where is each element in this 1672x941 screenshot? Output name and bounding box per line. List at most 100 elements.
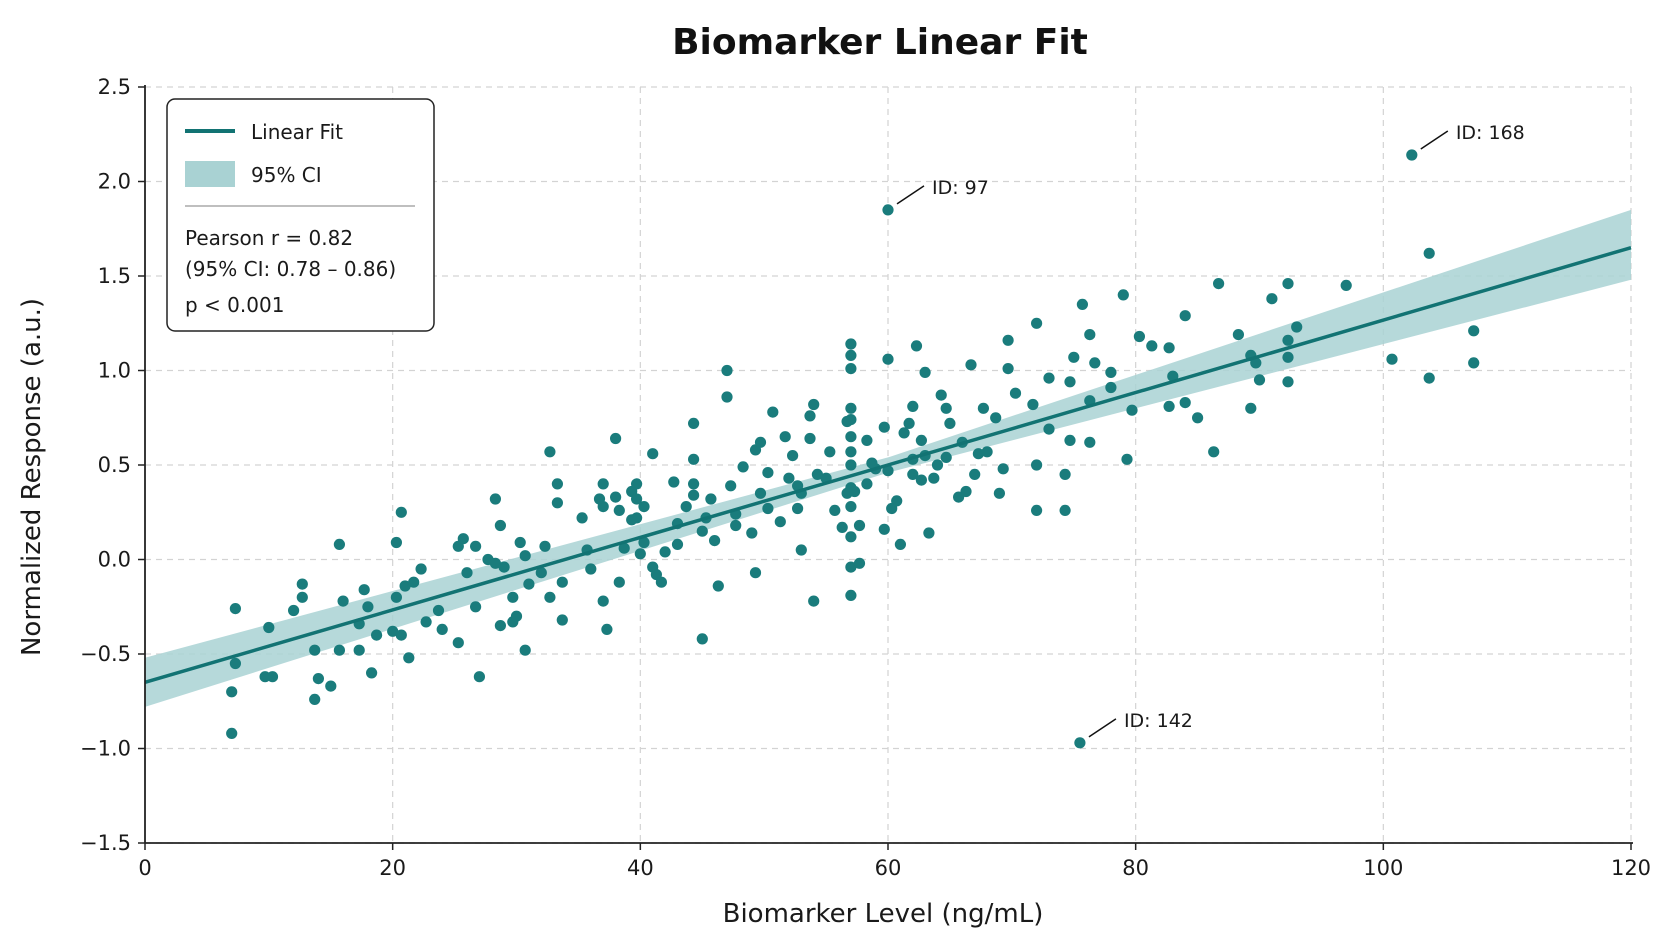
data-point — [309, 644, 321, 656]
data-point — [514, 536, 526, 549]
data-point — [767, 406, 779, 418]
y-axis-title: Normalized Response (a.u.) — [17, 298, 47, 656]
data-point — [1386, 353, 1398, 365]
data-point — [1282, 334, 1294, 346]
data-point — [849, 485, 861, 498]
data-point — [845, 446, 857, 458]
data-point — [337, 595, 349, 607]
data-point — [923, 527, 935, 539]
data-point — [1059, 504, 1071, 516]
data-point — [944, 417, 956, 429]
data-point — [915, 434, 928, 446]
legend: Linear Fit 95% CI Pearson r = 0.82 (95% … — [166, 98, 435, 332]
data-point — [362, 601, 374, 613]
data-point — [597, 478, 609, 490]
data-point — [494, 519, 506, 532]
data-point — [824, 446, 836, 458]
data-point — [457, 533, 469, 545]
data-point — [333, 538, 345, 551]
data-point — [1064, 376, 1076, 388]
data-point — [1146, 340, 1158, 352]
data-point — [969, 468, 981, 480]
data-point — [915, 474, 928, 486]
data-point — [1068, 351, 1080, 363]
y-tick-label: −0.5 — [80, 642, 131, 666]
data-point — [597, 595, 609, 607]
data-point — [845, 501, 857, 513]
data-point — [638, 501, 650, 513]
data-point — [296, 591, 308, 603]
data-point — [730, 519, 742, 532]
fit-line — [144, 245, 1632, 685]
data-point — [808, 595, 820, 607]
y-tick-label: 0.5 — [98, 453, 131, 477]
data-point — [229, 657, 241, 670]
y-tick-label: 2.5 — [98, 75, 131, 99]
data-point — [1084, 436, 1096, 448]
data-point — [787, 450, 799, 462]
data-point — [928, 472, 940, 484]
data-point — [671, 538, 684, 551]
data-point — [1291, 321, 1303, 333]
data-point — [688, 453, 700, 465]
data-point — [907, 468, 919, 480]
data-point — [882, 465, 894, 477]
data-point — [309, 693, 321, 706]
data-point — [539, 540, 551, 552]
data-point — [631, 478, 643, 490]
data-point — [845, 431, 857, 443]
data-point — [804, 432, 816, 445]
data-point — [972, 448, 985, 460]
data-point — [977, 402, 990, 414]
data-point — [774, 516, 786, 528]
legend-stat-pearson: Pearson r = 0.82 — [185, 226, 353, 250]
legend-band-swatch — [185, 161, 235, 187]
data-point — [680, 501, 692, 513]
data-point — [1089, 357, 1101, 369]
data-point — [898, 427, 910, 439]
data-point — [696, 525, 708, 537]
data-point — [1002, 334, 1014, 346]
data-point — [390, 536, 402, 549]
data-point — [390, 591, 402, 603]
data-point — [1208, 446, 1220, 458]
data-point — [1059, 468, 1071, 480]
data-point — [1117, 289, 1129, 301]
data-point — [696, 633, 708, 645]
data-point — [891, 495, 903, 507]
x-tick-label: 40 — [627, 856, 654, 880]
annotation-label: ID: 97 — [932, 177, 989, 199]
data-point — [845, 589, 857, 602]
data-point — [1009, 387, 1022, 399]
data-point — [940, 451, 952, 463]
data-point — [631, 512, 643, 524]
data-point — [878, 523, 890, 535]
data-point — [935, 389, 947, 401]
axes — [138, 85, 1633, 850]
data-point — [358, 584, 370, 596]
data-point — [882, 204, 894, 216]
data-point — [395, 506, 407, 518]
data-point — [544, 591, 556, 603]
data-point — [551, 497, 564, 509]
data-point — [795, 544, 807, 556]
data-point — [507, 591, 519, 603]
data-point — [403, 652, 415, 664]
data-point — [597, 501, 609, 513]
data-point — [436, 623, 448, 636]
data-point — [371, 629, 383, 641]
data-point — [845, 414, 857, 426]
y-tick-label: −1.5 — [80, 831, 131, 855]
data-point — [226, 686, 238, 698]
data-point — [655, 576, 668, 588]
data-point — [659, 546, 671, 558]
data-point — [1423, 372, 1435, 384]
data-point — [861, 434, 873, 446]
data-point — [634, 548, 646, 560]
data-point — [792, 502, 804, 515]
data-point — [762, 502, 774, 515]
data-point — [1179, 397, 1191, 409]
x-tick-label: 0 — [138, 856, 151, 880]
data-point — [1163, 342, 1175, 354]
